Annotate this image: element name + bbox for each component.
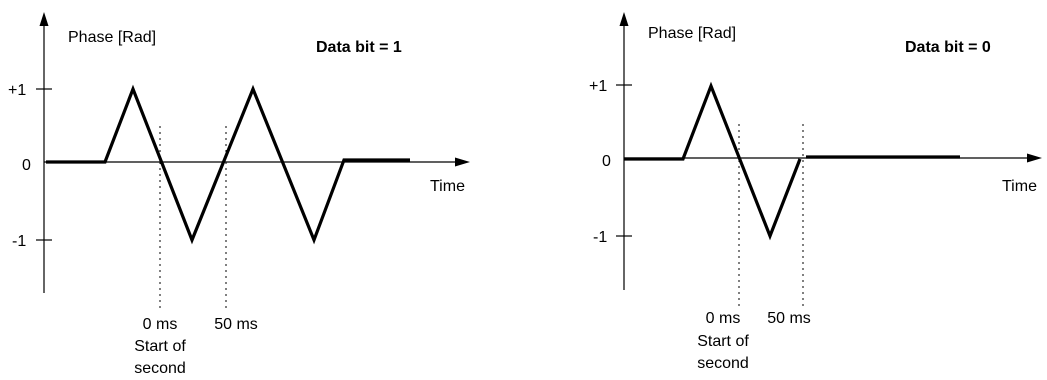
y-axis-arrow-left [39,12,49,26]
y-tick-label-minus1-right: -1 [593,229,607,246]
x-axis-label-right: Time [1002,178,1037,195]
marker-label-50ms-left: 50 ms [214,316,258,333]
y-tick-label-minus1-left: -1 [12,233,26,250]
x-axis-arrow-left [455,157,470,167]
x-axis-label-left: Time [430,178,465,195]
start-caption-line1-left: Start of [134,338,186,355]
y-tick-label-plus1-right: +1 [589,78,607,95]
marker-label-0ms-right: 0 ms [706,310,741,327]
y-tick-label-0-right: 0 [602,153,611,170]
start-caption-line2-left: second [134,360,186,377]
panel-title-left: Data bit = 1 [316,39,402,56]
phase-waveform-bit-0 [624,81,802,241]
y-axis-label-right: Phase [Rad] [648,25,736,42]
panel-data-bit-0: Phase [Rad] Data bit = 0 +1 0 -1 Time 0 … [589,12,1042,372]
marker-label-50ms-right: 50 ms [767,310,811,327]
y-axis-label-left: Phase [Rad] [68,29,156,46]
x-axis-arrow-right [1027,153,1042,163]
start-caption-line1-right: Start of [697,333,749,350]
panel-title-right: Data bit = 0 [905,39,991,56]
phase-waveform-bit-1 [46,84,410,245]
panel-data-bit-1: Phase [Rad] Data bit = 1 +1 0 -1 Time 0 … [8,12,470,377]
y-tick-label-0-left: 0 [22,157,31,174]
y-tick-label-plus1-left: +1 [8,82,26,99]
start-caption-line2-right: second [697,355,749,372]
y-axis-arrow-right [619,12,629,26]
marker-label-0ms-left: 0 ms [143,316,178,333]
